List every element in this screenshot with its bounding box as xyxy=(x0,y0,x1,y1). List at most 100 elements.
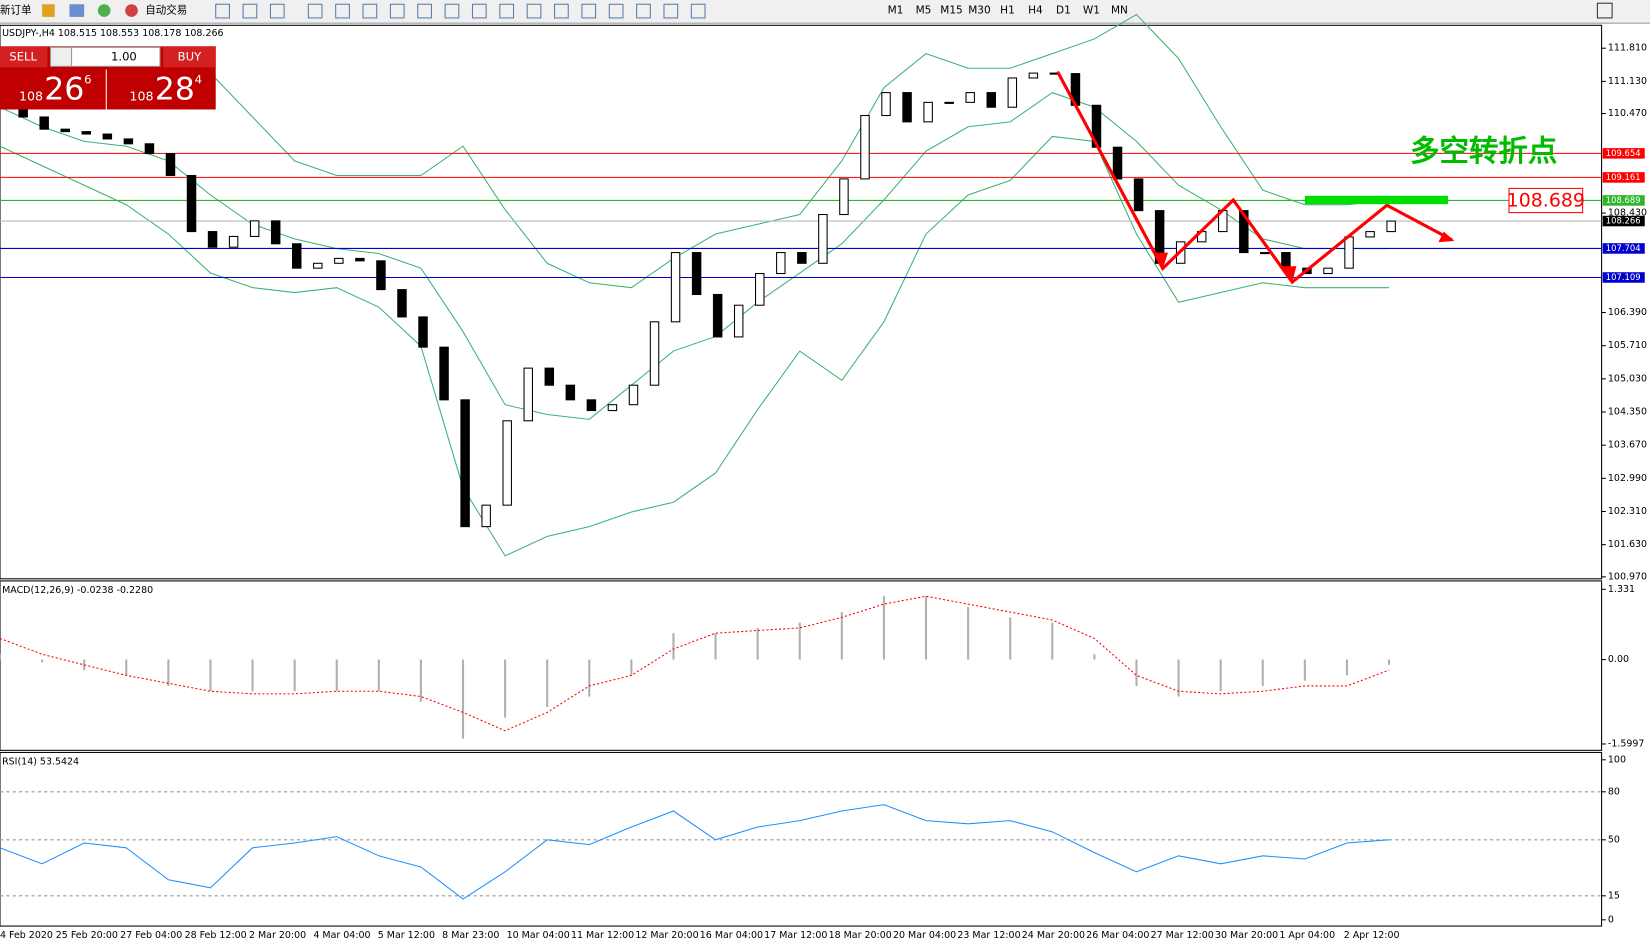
sell-label[interactable]: SELL xyxy=(9,49,37,63)
y-tick-label: 111.130 xyxy=(1608,76,1647,87)
timeframe-button[interactable]: D1 xyxy=(1056,5,1071,17)
x-tick-label: 4 Mar 04:00 xyxy=(313,930,370,941)
tool-icon[interactable] xyxy=(471,3,487,19)
new-order-button[interactable]: 新订单 xyxy=(0,4,32,17)
x-tick-label: 23 Mar 12:00 xyxy=(957,930,1020,941)
candle xyxy=(691,252,702,296)
search-icon[interactable] xyxy=(1596,2,1613,19)
timeframe-button[interactable]: MN xyxy=(1111,5,1128,17)
bollinger-band xyxy=(0,13,1390,289)
rsi-panel xyxy=(0,751,1603,927)
x-tick-label: 1 Apr 04:00 xyxy=(1279,930,1335,941)
x-tick-label: 2 Apr 12:00 xyxy=(1344,930,1400,941)
macd-bar xyxy=(714,633,717,660)
buy-button[interactable] xyxy=(163,46,216,68)
macd-bar xyxy=(1261,659,1264,686)
tool-icon[interactable] xyxy=(417,3,432,19)
rsi-line xyxy=(0,804,1390,900)
candle xyxy=(502,420,512,506)
tool-icon[interactable] xyxy=(307,3,323,19)
tool-icon[interactable] xyxy=(554,3,569,19)
lot-spinner[interactable] xyxy=(49,46,73,67)
macd-bar xyxy=(1093,654,1096,660)
tool-icon[interactable] xyxy=(389,3,405,19)
auto-trading-icon[interactable] xyxy=(125,4,138,17)
y-tick-label: 106.390 xyxy=(1608,307,1647,318)
macd-title: MACD(12,26,9) -0.0238 -0.2280 xyxy=(2,585,153,596)
candle xyxy=(228,235,239,248)
candle xyxy=(544,367,555,386)
macd-bar xyxy=(1009,617,1012,660)
tool-icon[interactable] xyxy=(636,3,651,19)
timeframe-button[interactable]: M1 xyxy=(888,5,904,17)
y-tick-label: 111.810 xyxy=(1608,43,1647,54)
buy-pip[interactable]: 4 xyxy=(195,73,202,87)
tool-icon[interactable] xyxy=(269,3,285,19)
candle xyxy=(144,143,155,155)
candle xyxy=(607,404,618,412)
timeframe-button[interactable]: M30 xyxy=(968,5,990,17)
price-tag-label: 109.161 xyxy=(1606,172,1641,182)
tool-icon[interactable] xyxy=(242,3,258,19)
annotation: 多空转折点 xyxy=(1410,134,1557,168)
y-tick-label: 110.470 xyxy=(1608,108,1647,119)
x-tick-label: 27 Mar 12:00 xyxy=(1151,930,1214,941)
candle xyxy=(1386,220,1396,233)
macd-bar xyxy=(41,659,44,663)
candle xyxy=(1007,77,1018,108)
buy-big[interactable]: 108 xyxy=(129,88,153,103)
tool-icon[interactable] xyxy=(526,3,542,19)
timeframe-button[interactable]: M15 xyxy=(940,5,962,17)
candle xyxy=(523,367,533,422)
tool-icon[interactable] xyxy=(663,3,679,19)
candle xyxy=(733,304,744,338)
timeframe-button[interactable]: M5 xyxy=(916,5,932,17)
icon[interactable] xyxy=(97,4,111,17)
toolbar-icons: M1 M5 M15 M30 H1 H4 D1 W1 MN xyxy=(215,3,1128,19)
timeframe-button[interactable]: H4 xyxy=(1028,5,1043,17)
y-tick-label: 104.350 xyxy=(1608,407,1647,418)
macd-bar xyxy=(798,622,801,660)
price-tag xyxy=(1602,195,1645,206)
sell-big[interactable]: 108 xyxy=(19,88,43,103)
macd-bar xyxy=(461,659,465,739)
price-tag xyxy=(1602,272,1645,283)
x-tick-label: 12 Mar 20:00 xyxy=(635,930,698,941)
main-panel xyxy=(0,24,1603,580)
timeframe-button[interactable]: W1 xyxy=(1083,5,1100,17)
lot-value[interactable]: 1.00 xyxy=(111,49,137,63)
tool-icon[interactable] xyxy=(499,3,515,19)
tool-icon[interactable] xyxy=(608,3,624,19)
macd-bar xyxy=(83,659,86,671)
tool-icon[interactable] xyxy=(444,3,460,19)
arrowhead xyxy=(1282,266,1297,283)
x-tick-label: 20 Mar 04:00 xyxy=(893,930,956,941)
candle xyxy=(965,92,975,103)
auto-trading-button[interactable]: 自动交易 xyxy=(145,4,187,17)
macd-bar xyxy=(1177,659,1180,697)
toolbar xyxy=(0,0,1650,24)
tool-icon[interactable] xyxy=(581,3,597,19)
candle xyxy=(818,213,828,264)
macd-bar xyxy=(167,659,170,686)
macd-panel xyxy=(0,580,1603,751)
y-tick-label: 0.00 xyxy=(1608,654,1629,665)
sell-pip[interactable]: 6 xyxy=(84,73,91,87)
tool-icon[interactable] xyxy=(362,3,378,19)
sell-main[interactable]: 26 xyxy=(44,72,84,108)
buy-main[interactable]: 28 xyxy=(155,72,195,108)
macd-bar xyxy=(546,659,549,708)
x-tick-label: 17 Mar 12:00 xyxy=(764,930,827,941)
buy-label[interactable]: BUY xyxy=(178,49,202,63)
icon[interactable] xyxy=(69,4,85,17)
lot-input[interactable] xyxy=(71,46,161,67)
bollinger-band xyxy=(0,135,1390,557)
tool-icon[interactable] xyxy=(690,3,706,19)
icon[interactable] xyxy=(42,4,55,17)
macd-bar xyxy=(209,659,212,692)
sell-button[interactable] xyxy=(0,46,48,68)
timeframe-button[interactable]: H1 xyxy=(1000,5,1015,17)
candle xyxy=(207,231,218,248)
tool-icon[interactable] xyxy=(335,3,350,19)
tool-icon[interactable] xyxy=(215,3,230,19)
